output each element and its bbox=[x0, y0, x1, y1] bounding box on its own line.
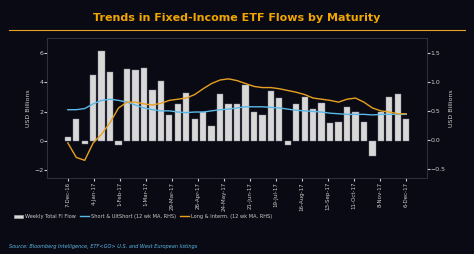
Bar bbox=[73, 119, 80, 141]
Bar bbox=[174, 104, 181, 141]
Bar bbox=[268, 91, 274, 141]
Bar bbox=[158, 81, 164, 141]
Bar bbox=[319, 103, 325, 141]
Bar bbox=[90, 75, 96, 141]
Y-axis label: USD Billions: USD Billions bbox=[448, 89, 454, 127]
Bar bbox=[293, 104, 300, 141]
Bar bbox=[64, 137, 71, 141]
Bar bbox=[327, 123, 333, 141]
Bar bbox=[361, 122, 367, 141]
Bar bbox=[403, 119, 410, 141]
Bar bbox=[378, 112, 384, 141]
Bar bbox=[225, 104, 232, 141]
Bar bbox=[335, 122, 342, 141]
Legend: Weekly Total FI Flow, Short & UltShort (12 wk MA, RHS), Long & Interm. (12 wk MA: Weekly Total FI Flow, Short & UltShort (… bbox=[12, 212, 274, 221]
Bar bbox=[301, 97, 308, 141]
Bar bbox=[276, 98, 283, 141]
Bar bbox=[191, 119, 198, 141]
Bar bbox=[310, 109, 316, 141]
Bar bbox=[209, 126, 215, 141]
Bar bbox=[82, 141, 88, 144]
Text: Trends in Fixed-Income ETF Flows by Maturity: Trends in Fixed-Income ETF Flows by Matu… bbox=[93, 13, 381, 23]
Bar bbox=[217, 94, 223, 141]
Bar bbox=[251, 112, 257, 141]
Bar bbox=[99, 51, 105, 141]
Bar bbox=[107, 72, 113, 141]
Bar bbox=[149, 90, 155, 141]
Bar bbox=[344, 107, 350, 141]
Bar bbox=[259, 115, 265, 141]
Bar bbox=[369, 141, 375, 156]
Bar bbox=[284, 141, 291, 146]
Bar bbox=[234, 104, 240, 141]
Bar bbox=[386, 97, 392, 141]
Text: Source: Bloomberg Intelligence, ETF<GO> U.S. and West European listings: Source: Bloomberg Intelligence, ETF<GO> … bbox=[9, 244, 198, 249]
Bar bbox=[200, 112, 206, 141]
Bar bbox=[352, 112, 359, 141]
Bar bbox=[183, 92, 190, 141]
Bar bbox=[166, 115, 173, 141]
Bar bbox=[124, 69, 130, 141]
Bar bbox=[115, 141, 122, 146]
Y-axis label: USD Billions: USD Billions bbox=[26, 89, 31, 127]
Bar bbox=[394, 94, 401, 141]
Bar bbox=[132, 70, 139, 141]
Bar bbox=[141, 68, 147, 141]
Bar bbox=[242, 85, 249, 141]
